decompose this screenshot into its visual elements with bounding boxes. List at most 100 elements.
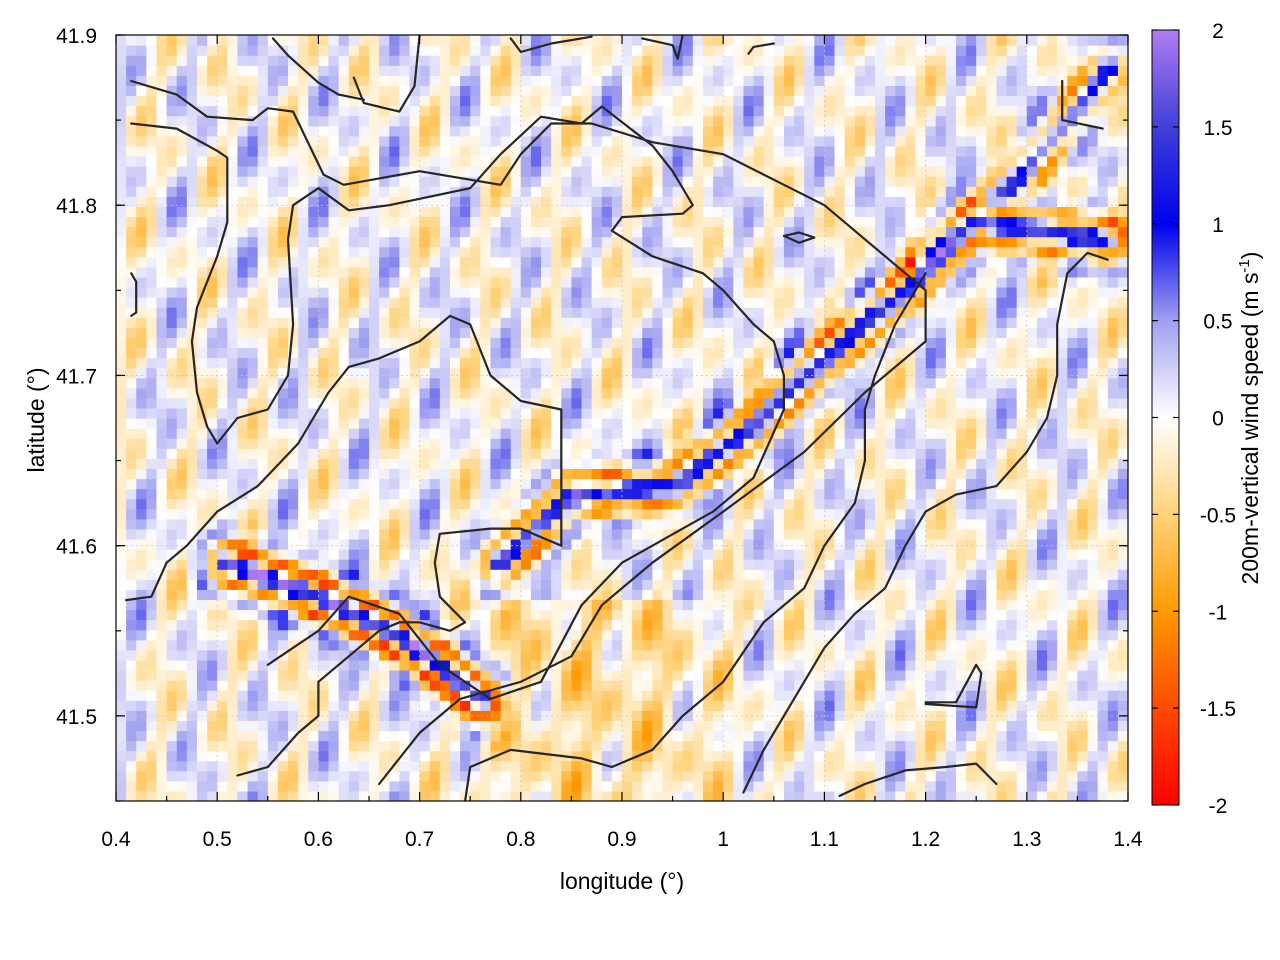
heatmap-cell <box>318 397 330 409</box>
heatmap-cell <box>743 609 755 621</box>
heatmap-cell <box>146 508 158 520</box>
heatmap-cell <box>1077 750 1089 762</box>
heatmap-cell <box>1067 317 1078 328</box>
heatmap-cell <box>591 740 603 752</box>
heatmap-cell <box>632 297 643 308</box>
heatmap-cell <box>237 508 249 520</box>
heatmap-cell <box>247 720 259 732</box>
heatmap-cell <box>409 498 421 510</box>
heatmap-cell <box>500 418 512 429</box>
heatmap-cell <box>116 559 127 570</box>
heatmap-cell <box>692 659 704 671</box>
heatmap-cell <box>1067 377 1078 389</box>
heatmap-cell <box>591 347 603 359</box>
heatmap-cell <box>662 639 674 651</box>
heatmap-cell <box>996 690 1008 701</box>
heatmap-cell <box>702 760 714 772</box>
heatmap-cell <box>338 327 350 338</box>
heatmap-cell <box>885 468 896 480</box>
heatmap-cell <box>126 357 137 369</box>
heatmap-cell <box>348 549 360 560</box>
heatmap-cell <box>1087 549 1099 560</box>
heatmap-cell <box>692 639 704 651</box>
heatmap-cell <box>1036 488 1048 500</box>
heatmap-cell <box>439 488 451 500</box>
heatmap-cell <box>318 669 330 681</box>
heatmap-cell <box>854 770 866 782</box>
heatmap-cell <box>986 619 998 631</box>
heatmap-cell <box>156 488 168 500</box>
heatmap-cell <box>500 750 512 762</box>
heatmap-cell <box>510 367 522 379</box>
heatmap-cell <box>217 478 228 490</box>
heatmap-cell <box>632 690 643 701</box>
heatmap-cell <box>176 498 188 510</box>
heatmap-cell <box>875 528 886 540</box>
heatmap-cell <box>996 337 1008 349</box>
heatmap-cell <box>207 357 218 369</box>
heatmap-cell <box>358 498 370 510</box>
heatmap-cell <box>844 730 856 742</box>
heatmap-cell <box>733 710 745 721</box>
heatmap-cell <box>905 538 917 550</box>
heatmap-cell <box>510 559 522 570</box>
heatmap-cell <box>682 740 694 752</box>
heatmap-cell <box>156 337 168 349</box>
heatmap-cell <box>986 418 998 429</box>
heatmap-cell <box>449 397 461 409</box>
heatmap-cell <box>702 327 714 338</box>
heatmap-cell <box>966 639 977 651</box>
heatmap-cell <box>611 609 623 621</box>
heatmap-cell <box>429 367 441 379</box>
heatmap-cell <box>530 629 542 641</box>
heatmap-cell <box>1067 639 1078 651</box>
heatmap-cell <box>591 377 603 389</box>
heatmap-cell <box>622 488 633 500</box>
heatmap-cell <box>723 589 734 601</box>
heatmap-cell <box>379 407 390 419</box>
heatmap-cell <box>915 599 927 611</box>
heatmap-cell <box>298 770 309 782</box>
heatmap-cell <box>662 669 674 681</box>
heatmap-cell <box>146 720 158 732</box>
heatmap-cell <box>217 538 228 550</box>
heatmap-cell <box>267 720 279 732</box>
heatmap-cell <box>1047 770 1058 782</box>
heatmap-cell <box>783 750 795 762</box>
heatmap-cell <box>875 377 886 389</box>
heatmap-cell <box>530 609 542 621</box>
heatmap-cell <box>1077 720 1089 732</box>
heatmap-cell <box>662 468 674 480</box>
heatmap-cell <box>1047 599 1058 611</box>
heatmap-cell <box>318 478 330 490</box>
heatmap-cell <box>288 559 299 570</box>
heatmap-cell <box>561 407 572 419</box>
heatmap-cell <box>611 387 623 399</box>
heatmap-cell <box>672 478 684 490</box>
heatmap-cell <box>308 448 319 459</box>
heatmap-cell <box>955 629 967 641</box>
heatmap-cell <box>1097 770 1109 782</box>
heatmap-cell <box>480 760 492 772</box>
heatmap-cell <box>561 458 572 469</box>
heatmap-cell <box>217 438 228 449</box>
heatmap-cell <box>1107 367 1119 379</box>
heatmap-cell <box>439 407 451 419</box>
heatmap-cell <box>237 357 249 369</box>
heatmap-cell <box>1057 680 1068 691</box>
heatmap-cell <box>328 367 340 379</box>
heatmap-cell <box>996 730 1008 742</box>
heatmap-cell <box>1097 649 1109 661</box>
heatmap-cell <box>834 659 846 671</box>
heatmap-cell <box>146 690 158 701</box>
heatmap-cell <box>318 468 330 480</box>
heatmap-cell <box>520 780 532 792</box>
heatmap-cell <box>551 448 562 459</box>
heatmap-cell <box>146 347 158 359</box>
heatmap-cell <box>642 337 653 349</box>
heatmap-cell <box>267 659 279 671</box>
heatmap-cell <box>126 700 137 711</box>
heatmap-cell <box>763 407 775 419</box>
heatmap-cell <box>591 397 603 409</box>
heatmap-cell <box>571 780 583 792</box>
